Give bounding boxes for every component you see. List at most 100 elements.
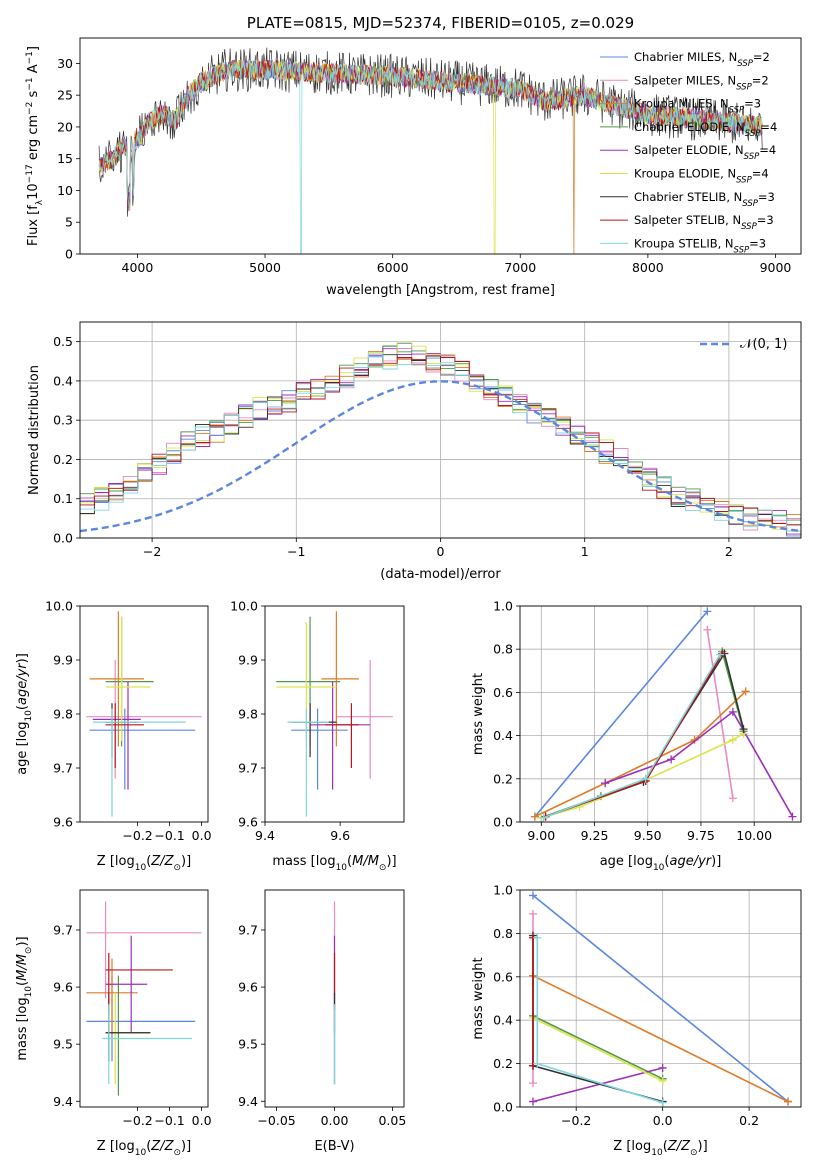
y-tick-label: 0.2 [493, 1056, 513, 1071]
y-tick-label: 0.2 [493, 771, 513, 786]
weight-marker [703, 607, 712, 616]
plot-frame [519, 889, 802, 1108]
y-axis-label: age [log10(age/yr)] [15, 653, 34, 775]
chart-title: PLATE=0815, MJD=52374, FIBERID=0105, z=0… [247, 14, 634, 32]
weight-marker [728, 735, 737, 744]
plot-frame [79, 889, 209, 1108]
mass_vs_ebv-panel: −0.05 0.00 0.05 9.4 9.5 9.6 9.7 [238, 889, 406, 1128]
y-tick-label: 0.5 [53, 334, 73, 349]
weight-marker [528, 1097, 537, 1106]
weight-marker [728, 707, 737, 716]
y-tick-label: 5 [65, 215, 73, 230]
y-tick-label: 30 [57, 56, 73, 71]
x-tick-label: −0.05 [257, 1113, 295, 1128]
label-part: )] [386, 854, 396, 869]
label-part: mass [ [272, 854, 315, 869]
legend-name: Kroupa MILES, N [634, 97, 729, 111]
label-part: 10 [135, 1148, 147, 1158]
spectrum-lines [98, 47, 763, 254]
label-part: M/M [352, 854, 379, 869]
x-tick-label: 6000 [377, 260, 409, 275]
x-tick-label: −1 [287, 544, 305, 559]
label-part: 10 [26, 183, 41, 200]
weight-line-6 [532, 935, 663, 1103]
weight-marker [788, 812, 797, 821]
label-part: log [15, 722, 30, 742]
x-tick-label: 0.0 [192, 1113, 212, 1128]
y-tick-label: 0.1 [53, 491, 73, 506]
label-part: Z [ [97, 854, 115, 869]
x-axis-label: wavelength [Angstrom, rest frame] [326, 283, 555, 298]
y-tick-label: 0.6 [493, 969, 513, 984]
legend-label: Salpeter ELODIE, NSSP=4 [634, 143, 776, 162]
label-part: ( [347, 854, 352, 869]
x-tick-label: 9.25 [581, 828, 609, 843]
legend-sub: SSP [736, 82, 752, 92]
histogram-series-5 [80, 341, 801, 532]
legend-name: Kroupa STELIB, N [634, 236, 734, 250]
y-tick-label: 9.6 [238, 980, 258, 995]
weight-line-2 [534, 690, 747, 818]
x-tick-label: −2 [143, 544, 161, 559]
weight-line-0 [532, 894, 789, 1103]
label-part: Z/Z [150, 854, 174, 869]
label-part: s [26, 90, 41, 101]
x-tick-label: 10.00 [736, 828, 772, 843]
legend-sub: SSP [741, 222, 757, 232]
label-part: λ [35, 199, 45, 205]
weight-marker [601, 779, 610, 788]
y-tick-label: 10.0 [45, 599, 73, 614]
weight-lines [530, 607, 797, 822]
y-axis-label: Normed distribution [27, 365, 42, 495]
label-part: log [15, 997, 30, 1017]
weight-marker [739, 725, 748, 734]
x-axis-label: (data-model)/error [380, 567, 501, 582]
y-tick-label: 9.5 [238, 1037, 258, 1052]
y-tick-label: 0.6 [493, 685, 513, 700]
y-tick-label: 0.4 [53, 373, 73, 388]
y-tick-label: 1.0 [493, 599, 513, 614]
y-tick-label: 0.4 [493, 728, 513, 743]
weight-marker [667, 755, 676, 764]
label-part: )] [15, 936, 30, 946]
weight-lines [528, 891, 793, 1107]
weight-line-3 [532, 1015, 664, 1080]
x-tick-label: 5000 [249, 260, 281, 275]
y-tick-label: 0.8 [493, 642, 513, 657]
x-axis-label: mass [log10(M/M⊙)] [272, 854, 396, 873]
label-part: ( [146, 1139, 151, 1154]
label-part: 10 [651, 1148, 663, 1158]
legend-sub: SSP [734, 245, 750, 255]
legend-count: =3 [757, 213, 774, 227]
x-tick-label: 0 [437, 544, 445, 559]
y-tick-label: 0 [65, 247, 73, 262]
y-axis-label: mass [log10(M/M⊙)] [15, 936, 34, 1060]
weight-marker [703, 625, 712, 634]
legend-count: =3 [749, 236, 766, 250]
y-tick-label: 9.6 [238, 815, 258, 830]
label-part: ⊙ [24, 947, 34, 955]
label-part: log [115, 854, 135, 869]
x-tick-label: 9.00 [527, 828, 555, 843]
y-tick-label: 9.6 [53, 980, 73, 995]
label-part: erg cm [26, 115, 41, 164]
y-axis-label: mass weight [471, 957, 486, 1039]
x-tick-label: 2 [725, 544, 733, 559]
label-part: 10 [24, 710, 34, 722]
legend-label: Salpeter MILES, NSSP=2 [634, 73, 769, 92]
legend-sub: SSP [745, 129, 761, 139]
legend-count: =4 [760, 120, 777, 134]
errorbars [276, 611, 393, 817]
label-part: )] [181, 1139, 191, 1154]
label-part: −17 [25, 164, 35, 183]
plot-frame [264, 605, 405, 823]
legend-label: Kroupa ELODIE, NSSP=4 [634, 167, 769, 186]
label-part: age [ [600, 854, 633, 869]
label-part: age/yr [15, 662, 30, 705]
label-part: −1 [25, 51, 35, 64]
y-tick-label: 10 [57, 183, 73, 198]
weight-line-1 [706, 629, 734, 799]
weight-marker [658, 1098, 667, 1107]
plot-frame [264, 889, 405, 1108]
